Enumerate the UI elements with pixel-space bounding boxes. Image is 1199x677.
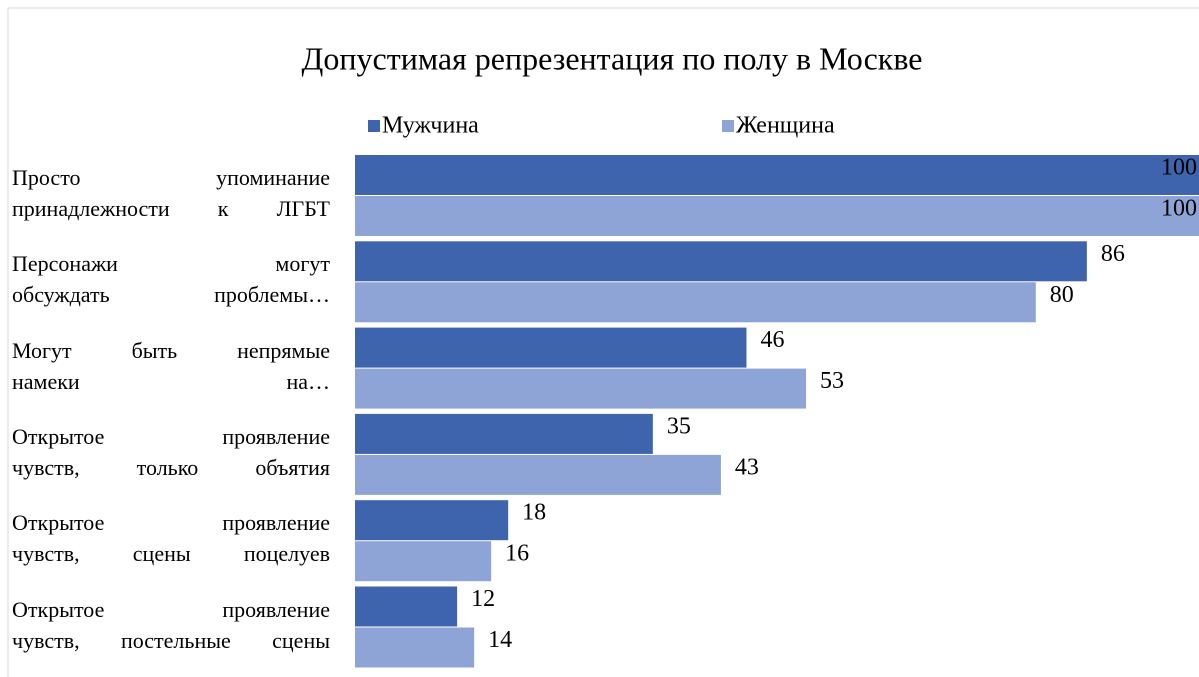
- category-label: Просто упоминание принадлежности к ЛГБТ: [12, 165, 330, 221]
- bar: [355, 196, 1199, 236]
- legend-label: Мужчина: [382, 113, 479, 139]
- chart-border: [7, 7, 1199, 677]
- value-label: 100: [1161, 196, 1197, 222]
- bar: [355, 627, 475, 668]
- value-label: 43: [735, 454, 759, 480]
- category-label: Открытое проявление чувств, сцены поцелу…: [12, 510, 330, 567]
- value-label: 18: [522, 500, 546, 526]
- value-label: 16: [505, 541, 529, 567]
- bar: [355, 327, 747, 368]
- category-label: Открытое проявление чувств, только объят…: [12, 423, 330, 480]
- bar: [355, 413, 653, 454]
- legend-swatch: [368, 120, 380, 132]
- value-label: 53: [820, 368, 844, 394]
- bar: [355, 454, 721, 495]
- value-label: 46: [760, 327, 784, 353]
- value-label: 80: [1050, 282, 1074, 308]
- value-label: 100: [1161, 155, 1197, 181]
- bar: [355, 241, 1087, 282]
- category-label: Персонажи могут обсуждать проблемы…: [12, 251, 330, 308]
- value-label: 35: [667, 413, 691, 439]
- legend-swatch: [722, 120, 734, 132]
- value-label: 12: [471, 586, 495, 612]
- value-label: 14: [488, 627, 512, 653]
- legend-label: Женщина: [736, 113, 835, 139]
- bar: [355, 155, 1199, 195]
- bar: [355, 368, 807, 409]
- bar: [355, 586, 458, 627]
- category-label: Могут быть непрямые намеки на…: [12, 337, 330, 394]
- bar: [355, 282, 1036, 323]
- value-label: 86: [1101, 241, 1125, 267]
- bar: [355, 500, 509, 541]
- category-label: Открытое проявление чувств, постельные с…: [12, 596, 330, 653]
- bar: [355, 541, 492, 582]
- chart-title: Допустимая репрезентация по полу в Москв…: [302, 40, 923, 76]
